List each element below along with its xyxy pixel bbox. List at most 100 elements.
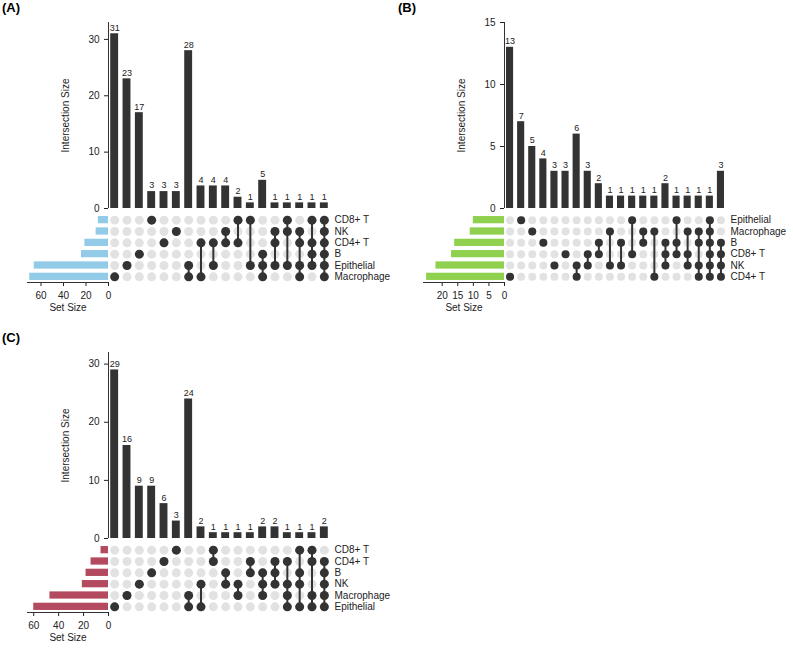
svg-text:CD4+ T: CD4+ T	[335, 556, 370, 567]
svg-text:40: 40	[58, 290, 70, 301]
svg-text:Epithelial: Epithelial	[731, 214, 772, 225]
svg-text:1: 1	[652, 185, 657, 195]
svg-text:1: 1	[309, 192, 314, 202]
svg-text:2: 2	[663, 173, 668, 183]
svg-text:15: 15	[484, 17, 496, 28]
svg-text:CD8+ T: CD8+ T	[335, 214, 370, 225]
svg-text:Macrophage: Macrophage	[731, 226, 787, 237]
svg-text:0: 0	[94, 203, 100, 214]
svg-text:30: 30	[88, 34, 100, 45]
svg-text:3: 3	[585, 160, 590, 170]
svg-text:15: 15	[452, 290, 464, 301]
svg-text:3: 3	[161, 180, 166, 190]
svg-text:20: 20	[437, 290, 449, 301]
svg-text:1: 1	[641, 185, 646, 195]
svg-text:Set Size: Set Size	[445, 302, 483, 313]
svg-text:20: 20	[88, 416, 100, 427]
svg-text:1: 1	[297, 522, 302, 532]
svg-text:4: 4	[223, 175, 228, 185]
svg-text:0: 0	[94, 533, 100, 544]
svg-text:1: 1	[248, 522, 253, 532]
svg-text:3: 3	[174, 510, 179, 520]
svg-text:24: 24	[184, 388, 194, 398]
svg-text:0: 0	[502, 290, 508, 301]
svg-text:3: 3	[149, 180, 154, 190]
svg-text:17: 17	[134, 102, 144, 112]
svg-text:1: 1	[223, 522, 228, 532]
svg-text:9: 9	[149, 475, 154, 485]
svg-text:2: 2	[272, 516, 277, 526]
svg-text:1: 1	[619, 185, 624, 195]
svg-text:4: 4	[198, 175, 203, 185]
svg-text:1: 1	[285, 192, 290, 202]
svg-text:CD8+ T: CD8+ T	[335, 544, 370, 555]
svg-text:13: 13	[505, 36, 515, 46]
svg-text:Intersection Size: Intersection Size	[60, 408, 71, 482]
svg-text:1: 1	[630, 185, 635, 195]
svg-text:60: 60	[28, 620, 40, 631]
svg-text:1: 1	[607, 185, 612, 195]
svg-text:16: 16	[122, 434, 132, 444]
svg-text:9: 9	[137, 475, 142, 485]
svg-text:1: 1	[248, 192, 253, 202]
svg-text:Macrophage: Macrophage	[335, 271, 391, 282]
svg-text:6: 6	[574, 123, 579, 133]
svg-text:5: 5	[530, 135, 535, 145]
svg-text:20: 20	[80, 290, 92, 301]
svg-text:Epithelial: Epithelial	[335, 260, 376, 271]
svg-text:4: 4	[211, 175, 216, 185]
svg-text:31: 31	[110, 23, 120, 33]
svg-text:3: 3	[563, 160, 568, 170]
svg-text:2: 2	[198, 516, 203, 526]
svg-text:Intersection Size: Intersection Size	[456, 78, 467, 152]
svg-text:10: 10	[88, 475, 100, 486]
svg-text:20: 20	[78, 620, 90, 631]
svg-text:1: 1	[285, 522, 290, 532]
svg-text:2: 2	[235, 186, 240, 196]
svg-text:NK: NK	[731, 260, 745, 271]
svg-text:Intersection Size: Intersection Size	[60, 78, 71, 152]
svg-text:0: 0	[490, 203, 496, 214]
svg-text:CD4+ T: CD4+ T	[335, 237, 370, 248]
svg-text:6: 6	[161, 493, 166, 503]
svg-text:3: 3	[174, 180, 179, 190]
svg-text:NK: NK	[335, 578, 349, 589]
svg-text:1: 1	[235, 522, 240, 532]
svg-text:1: 1	[707, 185, 712, 195]
svg-text:2: 2	[596, 173, 601, 183]
svg-text:B: B	[731, 237, 738, 248]
svg-text:60: 60	[35, 290, 47, 301]
svg-text:1: 1	[272, 192, 277, 202]
svg-text:10: 10	[468, 290, 480, 301]
svg-text:Set Size: Set Size	[49, 632, 87, 643]
svg-text:B: B	[335, 567, 342, 578]
svg-text:Set Size: Set Size	[49, 302, 87, 313]
svg-text:29: 29	[110, 359, 120, 369]
svg-text:3: 3	[718, 160, 723, 170]
svg-text:0: 0	[106, 620, 112, 631]
svg-text:1: 1	[322, 192, 327, 202]
svg-text:10: 10	[88, 146, 100, 157]
svg-text:5: 5	[260, 169, 265, 179]
svg-text:1: 1	[696, 185, 701, 195]
svg-text:40: 40	[53, 620, 65, 631]
svg-text:23: 23	[122, 68, 132, 78]
svg-text:3: 3	[552, 160, 557, 170]
svg-text:Epithelial: Epithelial	[335, 601, 376, 612]
svg-text:20: 20	[88, 90, 100, 101]
svg-text:2: 2	[260, 516, 265, 526]
svg-text:1: 1	[674, 185, 679, 195]
svg-text:0: 0	[106, 290, 112, 301]
svg-text:28: 28	[184, 40, 194, 50]
svg-text:30: 30	[88, 358, 100, 369]
svg-text:10: 10	[484, 79, 496, 90]
svg-text:NK: NK	[335, 226, 349, 237]
svg-text:7: 7	[519, 111, 524, 121]
svg-text:CD4+ T: CD4+ T	[731, 271, 766, 282]
svg-text:4: 4	[541, 148, 546, 158]
svg-text:1: 1	[297, 192, 302, 202]
svg-text:B: B	[335, 248, 342, 259]
svg-text:5: 5	[490, 141, 496, 152]
svg-text:1: 1	[211, 522, 216, 532]
svg-text:1: 1	[309, 522, 314, 532]
